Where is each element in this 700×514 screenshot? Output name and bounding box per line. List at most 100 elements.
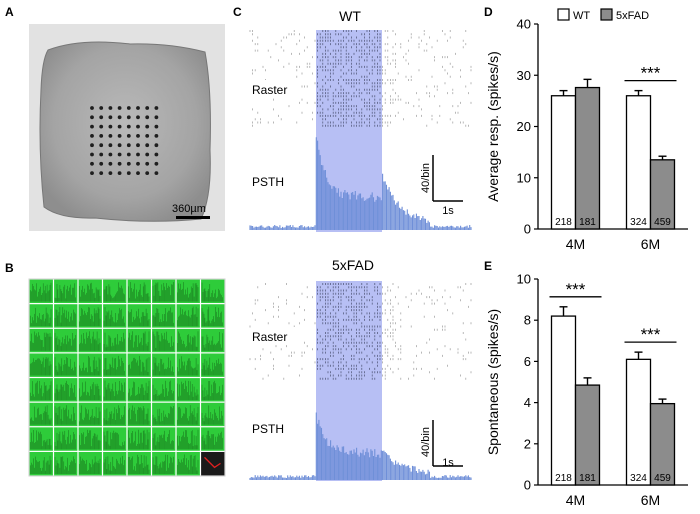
grid-cell: [54, 451, 78, 476]
panel-b-letter: B: [5, 261, 14, 275]
grid-cell: [54, 353, 78, 377]
grid-cell: [29, 378, 53, 402]
bar-chart-spontaneous: 0 2 4 6 8 10 Spontaneous (spikes/s) 4M 218 181 ***…: [485, 272, 688, 508]
electrode-dot: [126, 134, 131, 138]
grid-cell-trace: [152, 454, 174, 474]
grid-cell: [201, 328, 225, 353]
grid-cell: [201, 402, 225, 427]
grid-cell: [29, 279, 53, 304]
grid-cell: [103, 402, 127, 427]
grid-cell: [29, 427, 53, 451]
psth-block-5xfad: 5xFAD Raster PSTH 40/bin 1s: [249, 257, 472, 481]
grid-cell-trace: [177, 282, 199, 302]
grid-cell: [54, 328, 78, 353]
psth-histogram: [249, 137, 472, 230]
grid-cell: [103, 304, 127, 328]
electrode-dot: [90, 124, 94, 129]
grid-cell: [78, 402, 102, 427]
scale-bar-y-label: 40/bin: [420, 163, 432, 193]
y-tick-label: 8: [524, 313, 531, 328]
electrode-dot: [145, 106, 150, 110]
electrode-dot: [108, 124, 113, 129]
grid-cell-trace: [201, 306, 223, 327]
electrode-dot: [136, 124, 140, 129]
grid-cell-trace: [128, 405, 150, 425]
electrode-dot: [145, 115, 150, 120]
y-axis-label: Average resp. (spikes/s): [485, 51, 501, 202]
electrode-dot: [136, 115, 140, 120]
electrode-dot: [154, 106, 159, 110]
grid-cell-trace: [30, 282, 52, 302]
significance-label: ***: [641, 325, 661, 344]
grid-cell-trace: [30, 380, 52, 401]
electrode-dot: [117, 171, 122, 176]
bar-wt: [550, 95, 577, 230]
grid-cell-trace: [30, 430, 52, 450]
bar-5xfad: [574, 384, 601, 486]
scale-bar-y-label: 40/bin: [420, 427, 432, 457]
bar-5xfad: [649, 159, 676, 230]
raster-spikes-stimulus: [317, 30, 381, 127]
legend-label-5xfad: 5xFAD: [616, 10, 649, 22]
raster-label-backdrop: [251, 327, 297, 345]
scalebar: [176, 216, 210, 219]
grid-cell: [103, 279, 127, 304]
electrode-dot: [145, 143, 150, 148]
electrode-dot: [99, 124, 104, 129]
grid-cell-trace: [79, 356, 101, 376]
panel-d: D WT 5xFAD 0 10 20 30 40 Average resp. (spike…: [484, 5, 688, 252]
y-tick-label: 2: [524, 436, 531, 451]
significance-label: ***: [641, 64, 661, 83]
electrode-dot: [126, 171, 131, 176]
grid-cell: [127, 328, 151, 353]
electrode-dot: [90, 161, 94, 166]
sample-size-label: 218: [555, 473, 572, 484]
grid-cell: [54, 304, 78, 328]
y-tick-label: 4: [524, 395, 531, 410]
electrode-dot: [99, 115, 104, 120]
grid-cell: [78, 353, 102, 377]
grid-cell-trace: [103, 332, 125, 351]
electrode-dot: [126, 106, 131, 110]
grid-cell: [103, 451, 127, 476]
electrode-dot: [117, 106, 122, 110]
grid-cell: [103, 427, 127, 451]
grid-cell-trace: [152, 331, 174, 351]
electrode-dot: [117, 143, 122, 148]
y-tick-label: 10: [517, 170, 531, 185]
grid-cell-trace: [177, 380, 199, 401]
grid-cell: [152, 279, 176, 304]
grid-cell-trace: [54, 283, 76, 302]
grid-cell: [127, 378, 151, 402]
electrode-dot: [154, 115, 159, 120]
grid-cell-trace: [152, 357, 174, 376]
grid-cell: [103, 328, 127, 353]
grid-cell: [127, 353, 151, 377]
electrode-dot: [108, 115, 113, 120]
grid-cell: [152, 451, 176, 476]
scalebar-label: 360µm: [172, 203, 206, 215]
grid-cell: [78, 279, 102, 304]
grid-cell: [201, 451, 225, 476]
grid-cell: [176, 353, 200, 377]
electrode-dot: [145, 152, 150, 157]
electrode-dot: [108, 161, 113, 166]
bar-wt: [625, 358, 652, 486]
grid-cell: [54, 402, 78, 427]
probe-marker: [204, 456, 221, 469]
grid-cell-trace: [79, 405, 101, 425]
grid-cell: [29, 402, 53, 427]
grid-cell: [152, 328, 176, 353]
raster-plot: [249, 283, 472, 380]
electrode-dot: [126, 152, 131, 157]
x-tick-label: 6M: [641, 236, 660, 252]
electrode-dot: [136, 134, 140, 138]
electrode-dot: [117, 152, 122, 157]
grid-cell-trace: [103, 455, 125, 474]
grid-cell: [201, 427, 225, 451]
grid-cell: [78, 427, 102, 451]
electrode-dot: [126, 143, 131, 148]
electrode-dot: [154, 171, 159, 176]
grid-cell-trace: [128, 380, 150, 401]
block-title: WT: [339, 8, 361, 24]
